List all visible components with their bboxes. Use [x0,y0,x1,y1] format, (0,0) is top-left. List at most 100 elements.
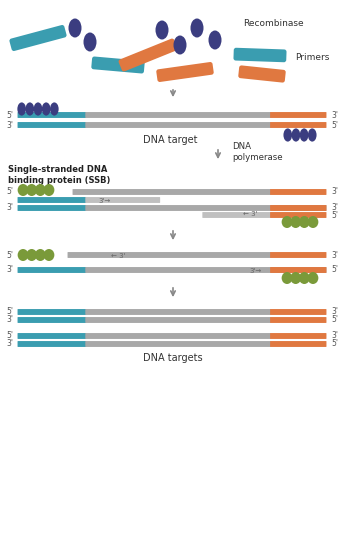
Ellipse shape [34,102,42,116]
Ellipse shape [300,128,308,142]
Text: 3': 3' [331,308,338,317]
FancyBboxPatch shape [234,48,286,62]
FancyBboxPatch shape [270,317,326,323]
Text: 5': 5' [331,316,338,325]
Text: ← 3': ← 3' [111,253,125,259]
FancyBboxPatch shape [270,122,326,128]
FancyBboxPatch shape [270,333,326,339]
Text: Primers: Primers [295,53,329,62]
FancyBboxPatch shape [18,309,86,315]
FancyBboxPatch shape [202,212,271,218]
FancyBboxPatch shape [73,189,271,195]
Text: 3'→: 3'→ [250,268,262,274]
FancyBboxPatch shape [270,309,326,315]
Ellipse shape [83,33,97,52]
Text: DNA targets: DNA targets [143,353,203,363]
Ellipse shape [290,272,301,284]
FancyBboxPatch shape [67,252,271,258]
Text: 5': 5' [6,308,13,317]
FancyBboxPatch shape [18,333,86,339]
Text: 3': 3' [6,265,13,274]
Text: 5': 5' [6,332,13,341]
FancyBboxPatch shape [85,333,271,339]
Ellipse shape [26,184,37,196]
Ellipse shape [283,128,292,142]
Text: 3': 3' [6,316,13,325]
Text: ← 3': ← 3' [243,211,257,217]
Text: 3': 3' [6,340,13,349]
Ellipse shape [155,20,169,39]
Text: 5': 5' [331,120,338,130]
FancyBboxPatch shape [18,122,86,128]
Text: 3': 3' [6,204,13,213]
Text: 5': 5' [6,251,13,260]
Text: 5': 5' [6,188,13,197]
FancyBboxPatch shape [238,66,286,83]
Ellipse shape [209,30,221,50]
FancyBboxPatch shape [270,212,326,218]
Text: 3'→: 3'→ [99,198,111,204]
Text: 3': 3' [331,204,338,213]
Text: 5': 5' [331,265,338,274]
Ellipse shape [299,216,310,228]
Ellipse shape [308,272,318,284]
FancyBboxPatch shape [18,112,86,118]
Text: 5': 5' [331,340,338,349]
Text: 5': 5' [331,211,338,220]
Ellipse shape [18,249,28,261]
Text: 3': 3' [331,110,338,119]
FancyBboxPatch shape [18,341,86,347]
Ellipse shape [44,249,54,261]
FancyBboxPatch shape [18,317,86,323]
Ellipse shape [26,102,34,116]
FancyBboxPatch shape [18,267,86,273]
Text: 3': 3' [6,120,13,130]
Ellipse shape [308,128,317,142]
FancyBboxPatch shape [119,38,177,71]
Ellipse shape [42,102,51,116]
FancyBboxPatch shape [270,252,326,258]
Ellipse shape [282,216,292,228]
FancyBboxPatch shape [18,205,86,211]
Text: 5': 5' [6,110,13,119]
FancyBboxPatch shape [270,112,326,118]
Ellipse shape [17,102,26,116]
Text: Recombinase: Recombinase [243,19,304,28]
Ellipse shape [173,36,186,54]
Ellipse shape [18,184,28,196]
FancyBboxPatch shape [85,112,271,118]
Text: 3': 3' [331,332,338,341]
FancyBboxPatch shape [9,25,66,51]
Ellipse shape [191,19,203,37]
FancyBboxPatch shape [91,56,145,74]
Text: 3': 3' [331,188,338,197]
Ellipse shape [282,272,292,284]
FancyBboxPatch shape [85,122,271,128]
Ellipse shape [308,216,318,228]
FancyBboxPatch shape [85,341,271,347]
Ellipse shape [290,216,301,228]
FancyBboxPatch shape [85,267,326,273]
FancyBboxPatch shape [270,341,326,347]
Ellipse shape [292,128,300,142]
FancyBboxPatch shape [85,309,271,315]
FancyBboxPatch shape [270,205,326,211]
Ellipse shape [35,249,46,261]
Ellipse shape [44,184,54,196]
Ellipse shape [26,249,37,261]
Ellipse shape [299,272,310,284]
Ellipse shape [50,102,58,116]
Text: 3': 3' [331,251,338,260]
FancyBboxPatch shape [85,197,160,203]
FancyBboxPatch shape [270,267,326,273]
Text: DNA
polymerase: DNA polymerase [232,142,283,161]
FancyBboxPatch shape [85,205,326,211]
Ellipse shape [69,19,82,37]
FancyBboxPatch shape [156,62,214,82]
FancyBboxPatch shape [18,197,86,203]
FancyBboxPatch shape [85,317,271,323]
Text: Single-stranded DNA
binding protein (SSB): Single-stranded DNA binding protein (SSB… [8,165,110,185]
FancyBboxPatch shape [270,189,326,195]
Ellipse shape [35,184,46,196]
Text: DNA target: DNA target [143,135,197,145]
